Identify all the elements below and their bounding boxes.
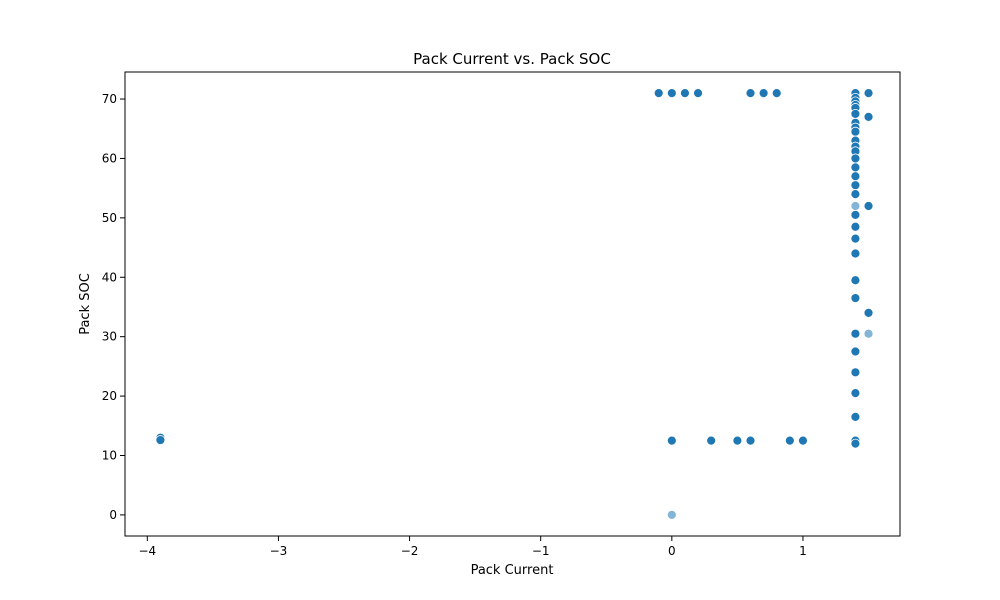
data-point: [850, 153, 861, 164]
data-point: [850, 346, 861, 357]
data-point: [863, 88, 874, 98]
y-tick-label: 60: [102, 151, 117, 165]
data-point: [850, 189, 861, 199]
y-tick-label: 30: [102, 330, 117, 344]
data-point: [850, 438, 861, 449]
y-tick-label: 20: [102, 389, 117, 403]
y-axis-label: Pack SOC: [78, 273, 93, 335]
data-point: [666, 510, 677, 520]
data-point: [653, 88, 664, 98]
chart-title: Pack Current vs. Pack SOC: [413, 50, 611, 68]
data-point: [863, 111, 874, 122]
data-point: [850, 293, 861, 303]
data-point: [850, 108, 861, 119]
data-point: [850, 275, 861, 286]
y-tick-label: 10: [102, 448, 117, 462]
data-point: [732, 435, 743, 446]
y-axis-ticks: 0 10 20 30 40 50 60 70: [102, 92, 125, 522]
data-point: [784, 435, 795, 446]
data-point: [850, 201, 861, 211]
y-tick-label: 50: [102, 211, 117, 225]
data-point: [850, 367, 861, 378]
x-tick-label: 0: [668, 544, 676, 558]
data-point: [680, 88, 690, 98]
data-points: [155, 88, 874, 520]
data-point: [693, 88, 703, 98]
y-tick-label: 0: [109, 508, 117, 522]
data-point: [850, 411, 861, 422]
data-point: [745, 435, 756, 446]
data-point: [850, 180, 861, 191]
data-point: [863, 308, 874, 318]
data-point: [850, 126, 861, 137]
data-point: [666, 88, 677, 98]
x-tick-label: −1: [532, 544, 550, 558]
data-point: [863, 201, 874, 211]
x-tick-label: −3: [270, 544, 288, 558]
x-tick-label: 1: [799, 544, 807, 558]
data-point: [850, 388, 861, 399]
x-axis-ticks: −4 −3 −2 −1 0 1: [138, 536, 807, 558]
x-tick-label: −4: [138, 544, 156, 558]
data-point: [798, 435, 808, 446]
data-point: [850, 209, 861, 220]
data-point: [850, 233, 861, 244]
data-point: [850, 221, 861, 232]
x-axis-label: Pack Current: [471, 563, 554, 578]
data-point: [863, 328, 874, 339]
data-point: [850, 248, 861, 259]
y-tick-label: 70: [102, 92, 117, 106]
data-point: [666, 435, 677, 446]
data-point: [745, 88, 756, 98]
x-tick-label: −2: [401, 544, 419, 558]
data-point: [771, 88, 782, 98]
data-point: [850, 162, 861, 173]
plot-frame: [124, 71, 901, 537]
data-point: [850, 328, 861, 339]
data-point: [758, 88, 769, 98]
data-point: [706, 435, 717, 446]
y-tick-label: 40: [102, 270, 117, 284]
data-point: [155, 435, 166, 445]
data-point: [850, 171, 861, 182]
